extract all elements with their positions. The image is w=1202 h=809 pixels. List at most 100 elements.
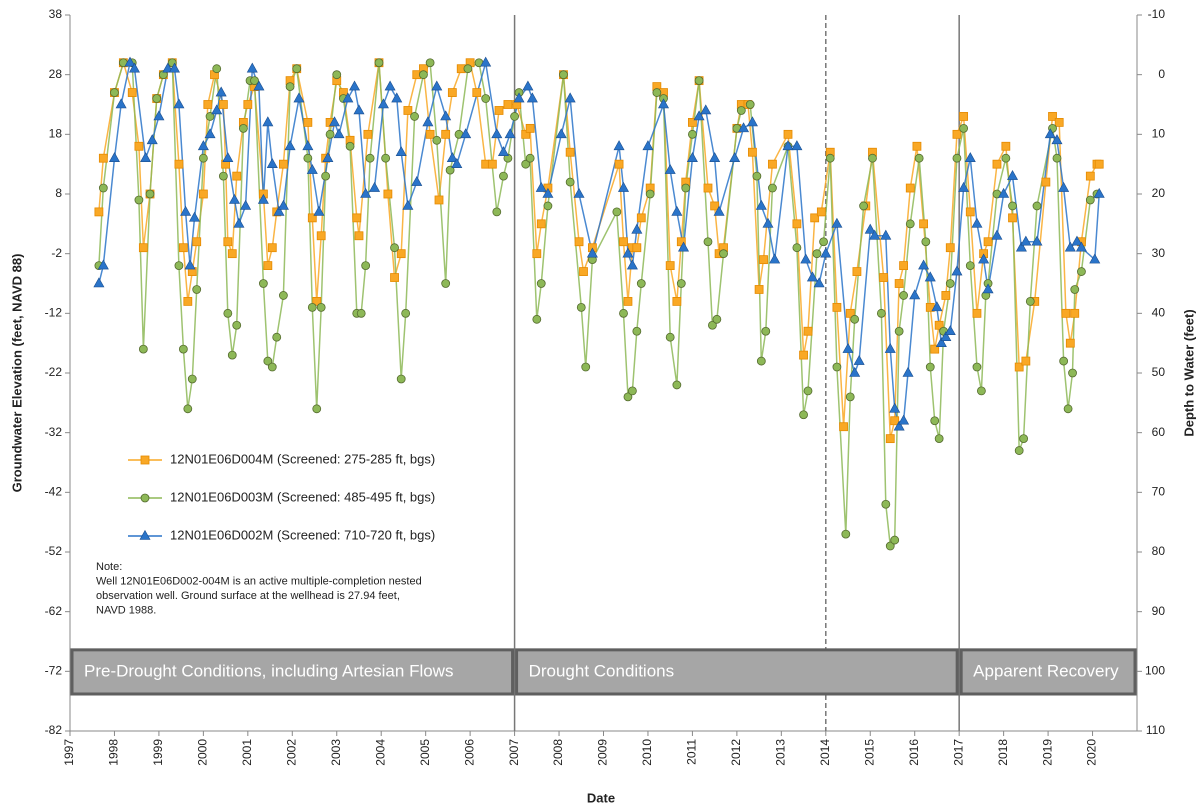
marker — [98, 153, 108, 163]
marker — [110, 88, 119, 97]
marker — [959, 123, 969, 133]
marker — [321, 171, 331, 181]
marker — [184, 259, 196, 270]
marker — [205, 112, 215, 121]
x-tick-label: 2014 — [818, 739, 832, 766]
y2-tick-label: -10 — [1148, 7, 1166, 21]
marker — [964, 152, 976, 162]
x-tick-label: 2006 — [462, 739, 476, 766]
marker — [365, 153, 375, 163]
marker — [841, 529, 851, 539]
marker — [168, 62, 180, 73]
x-tick-label: 2008 — [551, 739, 565, 766]
marker — [262, 116, 274, 127]
marker — [188, 211, 200, 222]
marker — [694, 76, 704, 86]
marker — [115, 98, 127, 109]
marker — [94, 207, 104, 217]
marker — [1054, 118, 1064, 127]
marker — [352, 213, 362, 223]
marker — [356, 308, 366, 318]
y2-tick-label: 90 — [1152, 604, 1166, 618]
marker — [277, 199, 289, 210]
marker — [183, 404, 193, 414]
marker — [487, 159, 497, 169]
marker — [613, 140, 625, 151]
marker — [1077, 267, 1086, 276]
marker — [574, 237, 584, 247]
marker — [232, 320, 242, 330]
marker — [678, 241, 690, 252]
marker — [912, 141, 922, 151]
marker — [934, 320, 944, 330]
marker — [212, 64, 222, 74]
marker — [931, 301, 943, 312]
marker — [792, 243, 802, 253]
marker — [306, 164, 318, 174]
x-tick-label: 2010 — [640, 739, 654, 766]
x-tick-label: 2007 — [507, 739, 521, 766]
marker — [522, 80, 534, 91]
marker — [391, 92, 403, 103]
marker — [285, 82, 295, 91]
phase-label: Drought Conditions — [529, 661, 675, 680]
marker — [712, 314, 722, 324]
marker — [761, 326, 771, 336]
marker — [535, 181, 547, 192]
marker — [183, 296, 193, 306]
marker — [632, 243, 642, 253]
marker — [349, 80, 361, 91]
marker — [1093, 187, 1105, 198]
marker — [622, 247, 634, 258]
x-axis-title: Date — [587, 790, 615, 805]
phase-box — [515, 648, 959, 696]
marker — [902, 366, 914, 377]
marker — [832, 362, 842, 372]
marker — [905, 183, 915, 193]
marker — [440, 110, 452, 121]
marker — [636, 279, 646, 288]
marker — [945, 279, 955, 288]
marker — [233, 217, 245, 228]
legend-marker — [139, 529, 151, 540]
y-axis-title: Groundwater Elevation (feet, NAVD 88) — [9, 254, 24, 493]
marker — [198, 189, 208, 199]
marker — [972, 362, 982, 372]
x-tick-label: 2011 — [685, 739, 699, 765]
marker — [342, 92, 354, 103]
marker — [1019, 434, 1029, 444]
marker — [876, 308, 886, 318]
marker — [307, 302, 317, 312]
marker — [361, 261, 371, 271]
legend-marker — [140, 493, 150, 503]
x-tick-label: 1999 — [151, 739, 165, 766]
marker — [1051, 134, 1063, 145]
marker — [703, 237, 713, 247]
marker — [1075, 241, 1087, 252]
marker — [664, 164, 676, 174]
marker — [174, 159, 184, 169]
marker — [451, 158, 463, 168]
x-tick-label: 2012 — [729, 739, 743, 766]
y2-tick-label: 80 — [1152, 544, 1166, 558]
marker — [422, 116, 434, 127]
marker — [1015, 241, 1027, 252]
marker — [619, 308, 628, 318]
x-tick-label: 2003 — [329, 739, 343, 766]
marker — [98, 183, 108, 193]
marker — [1001, 141, 1011, 151]
marker — [526, 92, 538, 103]
marker — [411, 175, 423, 186]
marker — [853, 354, 865, 365]
marker — [845, 308, 855, 318]
marker — [951, 265, 963, 276]
phase-label: Pre-Drought Conditions, including Artesi… — [84, 661, 453, 680]
x-tick-label: 2017 — [951, 739, 965, 766]
marker — [1065, 338, 1075, 348]
marker — [1070, 285, 1080, 294]
marker — [632, 326, 642, 336]
marker — [944, 325, 956, 336]
marker — [1044, 128, 1056, 139]
marker — [316, 231, 326, 241]
marker — [1071, 235, 1083, 246]
